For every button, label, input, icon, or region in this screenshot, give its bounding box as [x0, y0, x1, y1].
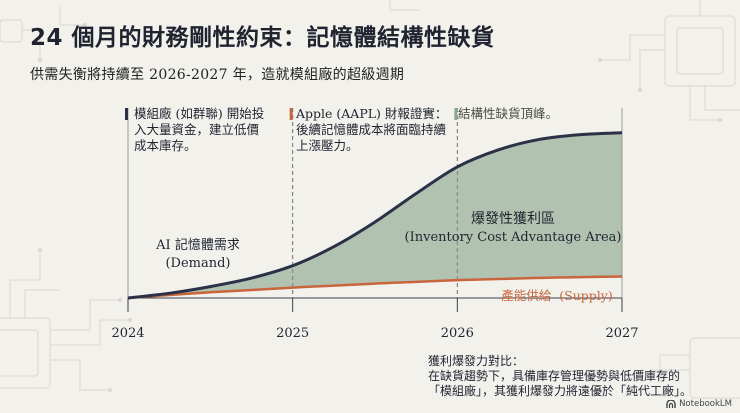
annotation-apple: Apple (AAPL) 財報證實： 後續記憶體成本將面臨持續 上漲壓力。: [296, 106, 447, 154]
demand-line: [127, 131, 623, 300]
profit-area: [128, 132, 622, 298]
supply-label: 產能供給 (Supply): [501, 288, 612, 303]
demand-label-en: (Demand): [165, 256, 230, 271]
footnote-heading: 獲利爆發力對比：: [428, 354, 525, 368]
annotation-funding-line-1: 模組廠 (如群聯) 開始投: [134, 106, 265, 121]
annotation-marker-1: [125, 108, 128, 120]
footnote: 獲利爆發力對比： 在缺貨趨勢下，具備庫存管理優勢與低價庫存的 「模組廠」，其獲利…: [428, 354, 692, 399]
supply-line: [127, 275, 623, 300]
notebook-logo-icon: [666, 399, 676, 408]
x-tick-label-2024: 2024: [111, 326, 144, 341]
annotation-marker-3: [454, 108, 458, 120]
footnote-line-1: 在缺貨趨勢下，具備庫存管理優勢與低價庫存的: [428, 369, 681, 383]
annotation-peak: 結構性缺貨頂峰。: [458, 106, 558, 122]
annotation-apple-line-3: 上漲壓力。: [296, 138, 359, 153]
area-label: 爆發性獲利區: [471, 211, 555, 227]
page-title: 24 個月的財務剛性約束：記憶體結構性缺貨: [30, 25, 495, 51]
supply-label-zh: 產能供給: [501, 288, 552, 303]
annotation-marker-2: [289, 108, 293, 120]
annotation-apple-line-1: Apple (AAPL) 財報證實：: [296, 106, 448, 121]
x-tick-label-2027: 2027: [605, 326, 638, 341]
x-tick-label-2025: 2025: [276, 326, 309, 341]
footnote-line-2: 「模組廠」，其獲利爆發力將遠優於「純代工廠」。: [428, 384, 693, 398]
x-tick-label-2026: 2026: [441, 326, 474, 341]
annotation-peak-line-1: 結構性缺貨頂峰。: [458, 106, 559, 121]
supply-label-en: (Supply): [559, 288, 612, 303]
annotation-funding: 模組廠 (如群聯) 開始投 入大量資金，建立低價 成本庫存。: [134, 106, 264, 154]
area-label-en: (Inventory Cost Advantage Area): [405, 230, 622, 245]
logo-text: NotebookLM: [679, 399, 732, 409]
demand-label: AI 記憶體需求: [155, 237, 240, 253]
annotation-apple-line-2: 後續記憶體成本將面臨持續: [296, 122, 447, 137]
annotation-funding-line-2: 入大量資金，建立低價: [134, 122, 260, 137]
notebooklm-logo: NotebookLM: [666, 399, 732, 409]
annotation-funding-line-3: 成本庫存。: [134, 138, 197, 153]
page-subtitle: 供需失衡將持續至 2026-2027 年，造就模組廠的超級週期: [30, 67, 405, 83]
